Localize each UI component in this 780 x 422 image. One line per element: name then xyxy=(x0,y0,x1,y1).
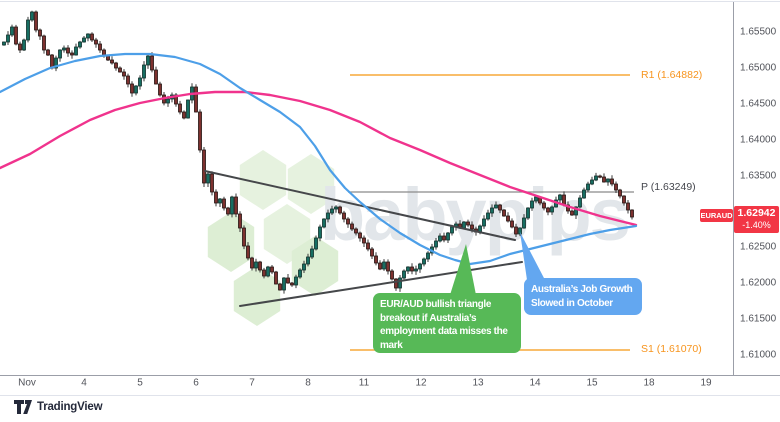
bottom-border xyxy=(0,395,780,396)
callout-line: Slowed in October xyxy=(531,297,613,309)
pivot-label-r1: R1 (1.64882) xyxy=(641,69,703,81)
symbol-price-tag: EURAUD xyxy=(700,209,733,222)
price-axis-label: 1.65000 xyxy=(740,62,777,74)
pink-ma-line xyxy=(0,90,638,227)
price-axis-label: 1.61000 xyxy=(740,349,777,361)
time-axis-label: 12 xyxy=(415,377,427,389)
time-axis-label: 19 xyxy=(700,377,712,389)
time-axis-label: 11 xyxy=(358,377,370,389)
callout-green-tail xyxy=(450,244,476,295)
callout-line: breakout if Australia’s xyxy=(380,312,477,324)
price-axis-label: 1.62000 xyxy=(740,277,777,289)
callout-blue-tail xyxy=(520,232,545,280)
time-axis-label: 13 xyxy=(472,377,484,389)
price-axis-label: 1.64500 xyxy=(740,98,777,110)
time-axis-label: 8 xyxy=(305,377,311,389)
time-axis-line xyxy=(0,375,780,376)
time-axis-label: 4 xyxy=(81,377,87,389)
callout-line: mark xyxy=(380,339,403,351)
time-axis-label: 5 xyxy=(137,377,143,389)
last-price-value: 1.62942 xyxy=(737,207,776,219)
price-change-percent: -1.40% xyxy=(742,220,771,231)
watermark-cube-icon xyxy=(207,212,255,272)
tradingview-icon xyxy=(14,400,32,414)
last-price-badge: 1.62942 -1.40% xyxy=(734,206,779,233)
time-axis-label: Nov xyxy=(18,377,36,389)
time-axis-label: 14 xyxy=(529,377,541,389)
watermark-text: babypips xyxy=(320,173,631,256)
callout-green-triangle-breakout: EUR/AUD bullish triangle breakout if Aust… xyxy=(373,293,521,353)
price-axis-label: 1.64000 xyxy=(740,134,777,146)
price-axis-label: 1.63500 xyxy=(740,170,777,182)
tradingview-logo[interactable]: TradingView xyxy=(14,399,103,415)
time-axis-label: 15 xyxy=(586,377,598,389)
trendline-descending-resistance[interactable] xyxy=(204,170,516,241)
time-axis-label: 6 xyxy=(193,377,199,389)
callout-line: employment data misses the xyxy=(380,326,508,337)
callout-blue-job-growth: Australia’s Job Growth Slowed in October xyxy=(524,278,642,315)
price-axis-label: 1.65500 xyxy=(740,26,777,38)
blue-ma-line xyxy=(0,52,638,266)
pivot-label-p: P (1.63249) xyxy=(641,181,696,193)
trendline-ascending-support[interactable] xyxy=(239,261,523,307)
tradingview-label: TradingView xyxy=(37,401,103,413)
price-axis-label: 1.61500 xyxy=(740,313,777,325)
time-axis-label: 18 xyxy=(643,377,655,389)
price-axis-line xyxy=(733,2,734,375)
top-border xyxy=(0,1,780,2)
callout-line: EUR/AUD bullish triangle xyxy=(380,299,492,310)
pivot-label-s1: S1 (1.61070) xyxy=(641,343,702,355)
time-axis-label: 7 xyxy=(249,377,255,389)
callout-line: Australia’s Job Growth xyxy=(531,284,633,295)
price-axis-label: 1.62500 xyxy=(740,241,777,253)
